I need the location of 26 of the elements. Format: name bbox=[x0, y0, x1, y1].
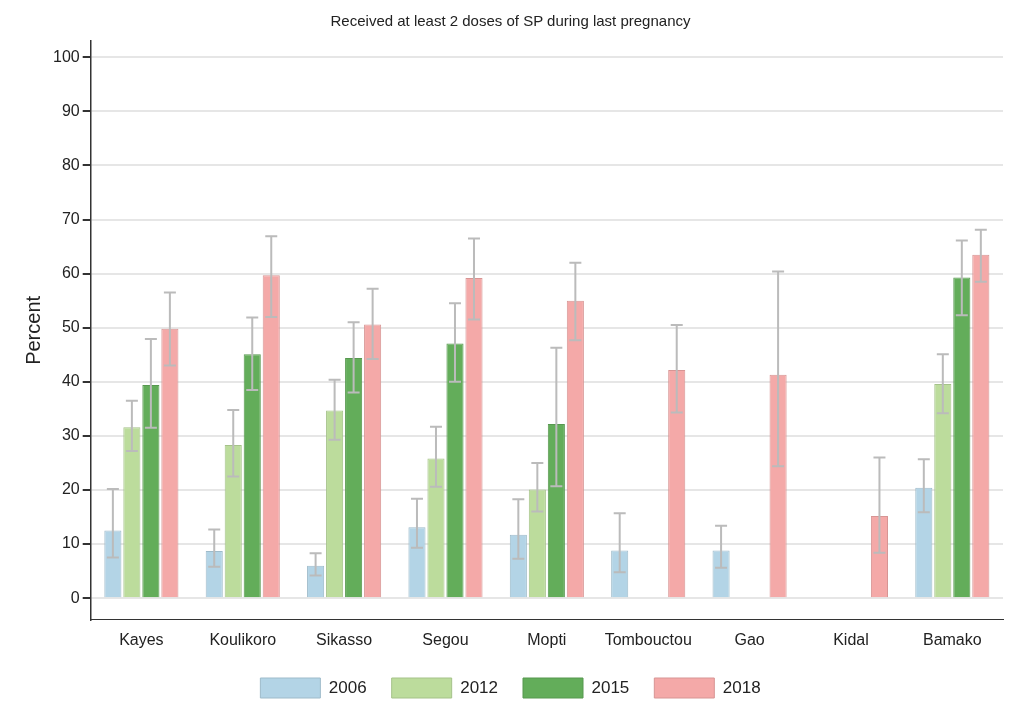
y-tick-label: 0 bbox=[70, 588, 80, 606]
y-axis-title: Percent bbox=[21, 295, 44, 365]
y-tick-label: 70 bbox=[61, 209, 80, 227]
x-tick-label: Segou bbox=[422, 630, 469, 648]
y-tick-label: 90 bbox=[61, 101, 80, 119]
y-tick-label: 30 bbox=[61, 426, 80, 444]
chart-title: Received at least 2 doses of SP during last pregnancy bbox=[330, 12, 691, 30]
x-tick-label: Kidal bbox=[833, 630, 869, 648]
legend-label: 2012 bbox=[460, 677, 499, 697]
x-tick-label: Tombouctou bbox=[604, 630, 692, 648]
y-tick-label: 40 bbox=[61, 372, 80, 390]
y-tick-label: 80 bbox=[61, 155, 80, 173]
y-tick-label: 50 bbox=[61, 318, 80, 336]
y-tick-label: 10 bbox=[61, 534, 80, 552]
x-tick-label: Bamako bbox=[922, 630, 982, 648]
legend-label: 2015 bbox=[591, 677, 630, 697]
x-tick-label: Sikasso bbox=[316, 630, 373, 648]
y-tick-label: 60 bbox=[61, 264, 80, 282]
x-tick-label: Gao bbox=[734, 630, 765, 648]
legend-label: 2006 bbox=[328, 677, 367, 697]
x-tick-label: Kayes bbox=[119, 630, 164, 648]
x-tick-label: Koulikoro bbox=[209, 630, 277, 648]
y-tick-label: 20 bbox=[61, 480, 80, 498]
x-tick-label: Mopti bbox=[527, 630, 567, 648]
y-tick-label: 100 bbox=[52, 47, 80, 65]
legend-label: 2018 bbox=[722, 677, 761, 697]
